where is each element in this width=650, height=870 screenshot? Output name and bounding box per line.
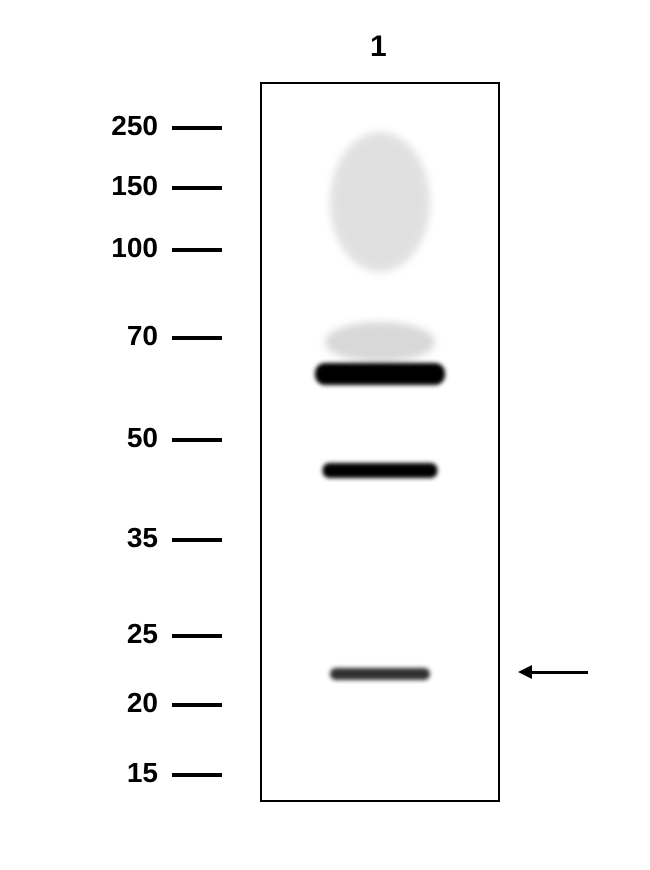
mw-marker-label: 250 — [0, 110, 158, 142]
target-band-arrow — [518, 665, 588, 679]
mw-marker-tick — [172, 248, 222, 252]
mw-marker-tick — [172, 126, 222, 130]
mw-marker-label: 150 — [0, 170, 158, 202]
protein-band — [330, 668, 430, 680]
mw-marker-label: 25 — [0, 618, 158, 650]
mw-marker-tick — [172, 538, 222, 542]
lane-1-label: 1 — [370, 30, 387, 64]
mw-marker-tick — [172, 336, 222, 340]
mw-marker-tick — [172, 438, 222, 442]
mw-marker-label: 35 — [0, 522, 158, 554]
mw-marker-label: 20 — [0, 687, 158, 719]
mw-marker-tick — [172, 773, 222, 777]
mw-marker-tick — [172, 634, 222, 638]
western-blot-figure: 1 250 150 100 70 50 35 25 20 15 — [0, 0, 650, 870]
mw-marker-tick — [172, 703, 222, 707]
protein-band — [315, 363, 445, 385]
mw-marker-label: 15 — [0, 757, 158, 789]
mw-marker-label: 70 — [0, 320, 158, 352]
mw-marker-label: 100 — [0, 232, 158, 264]
arrow-head-icon — [518, 665, 532, 679]
blot-lane-frame — [260, 82, 500, 802]
mw-marker-label: 50 — [0, 422, 158, 454]
mw-marker-tick — [172, 186, 222, 190]
background-smear — [325, 322, 435, 362]
protein-band — [323, 463, 438, 478]
arrow-shaft — [530, 671, 588, 674]
background-smear — [330, 132, 430, 272]
